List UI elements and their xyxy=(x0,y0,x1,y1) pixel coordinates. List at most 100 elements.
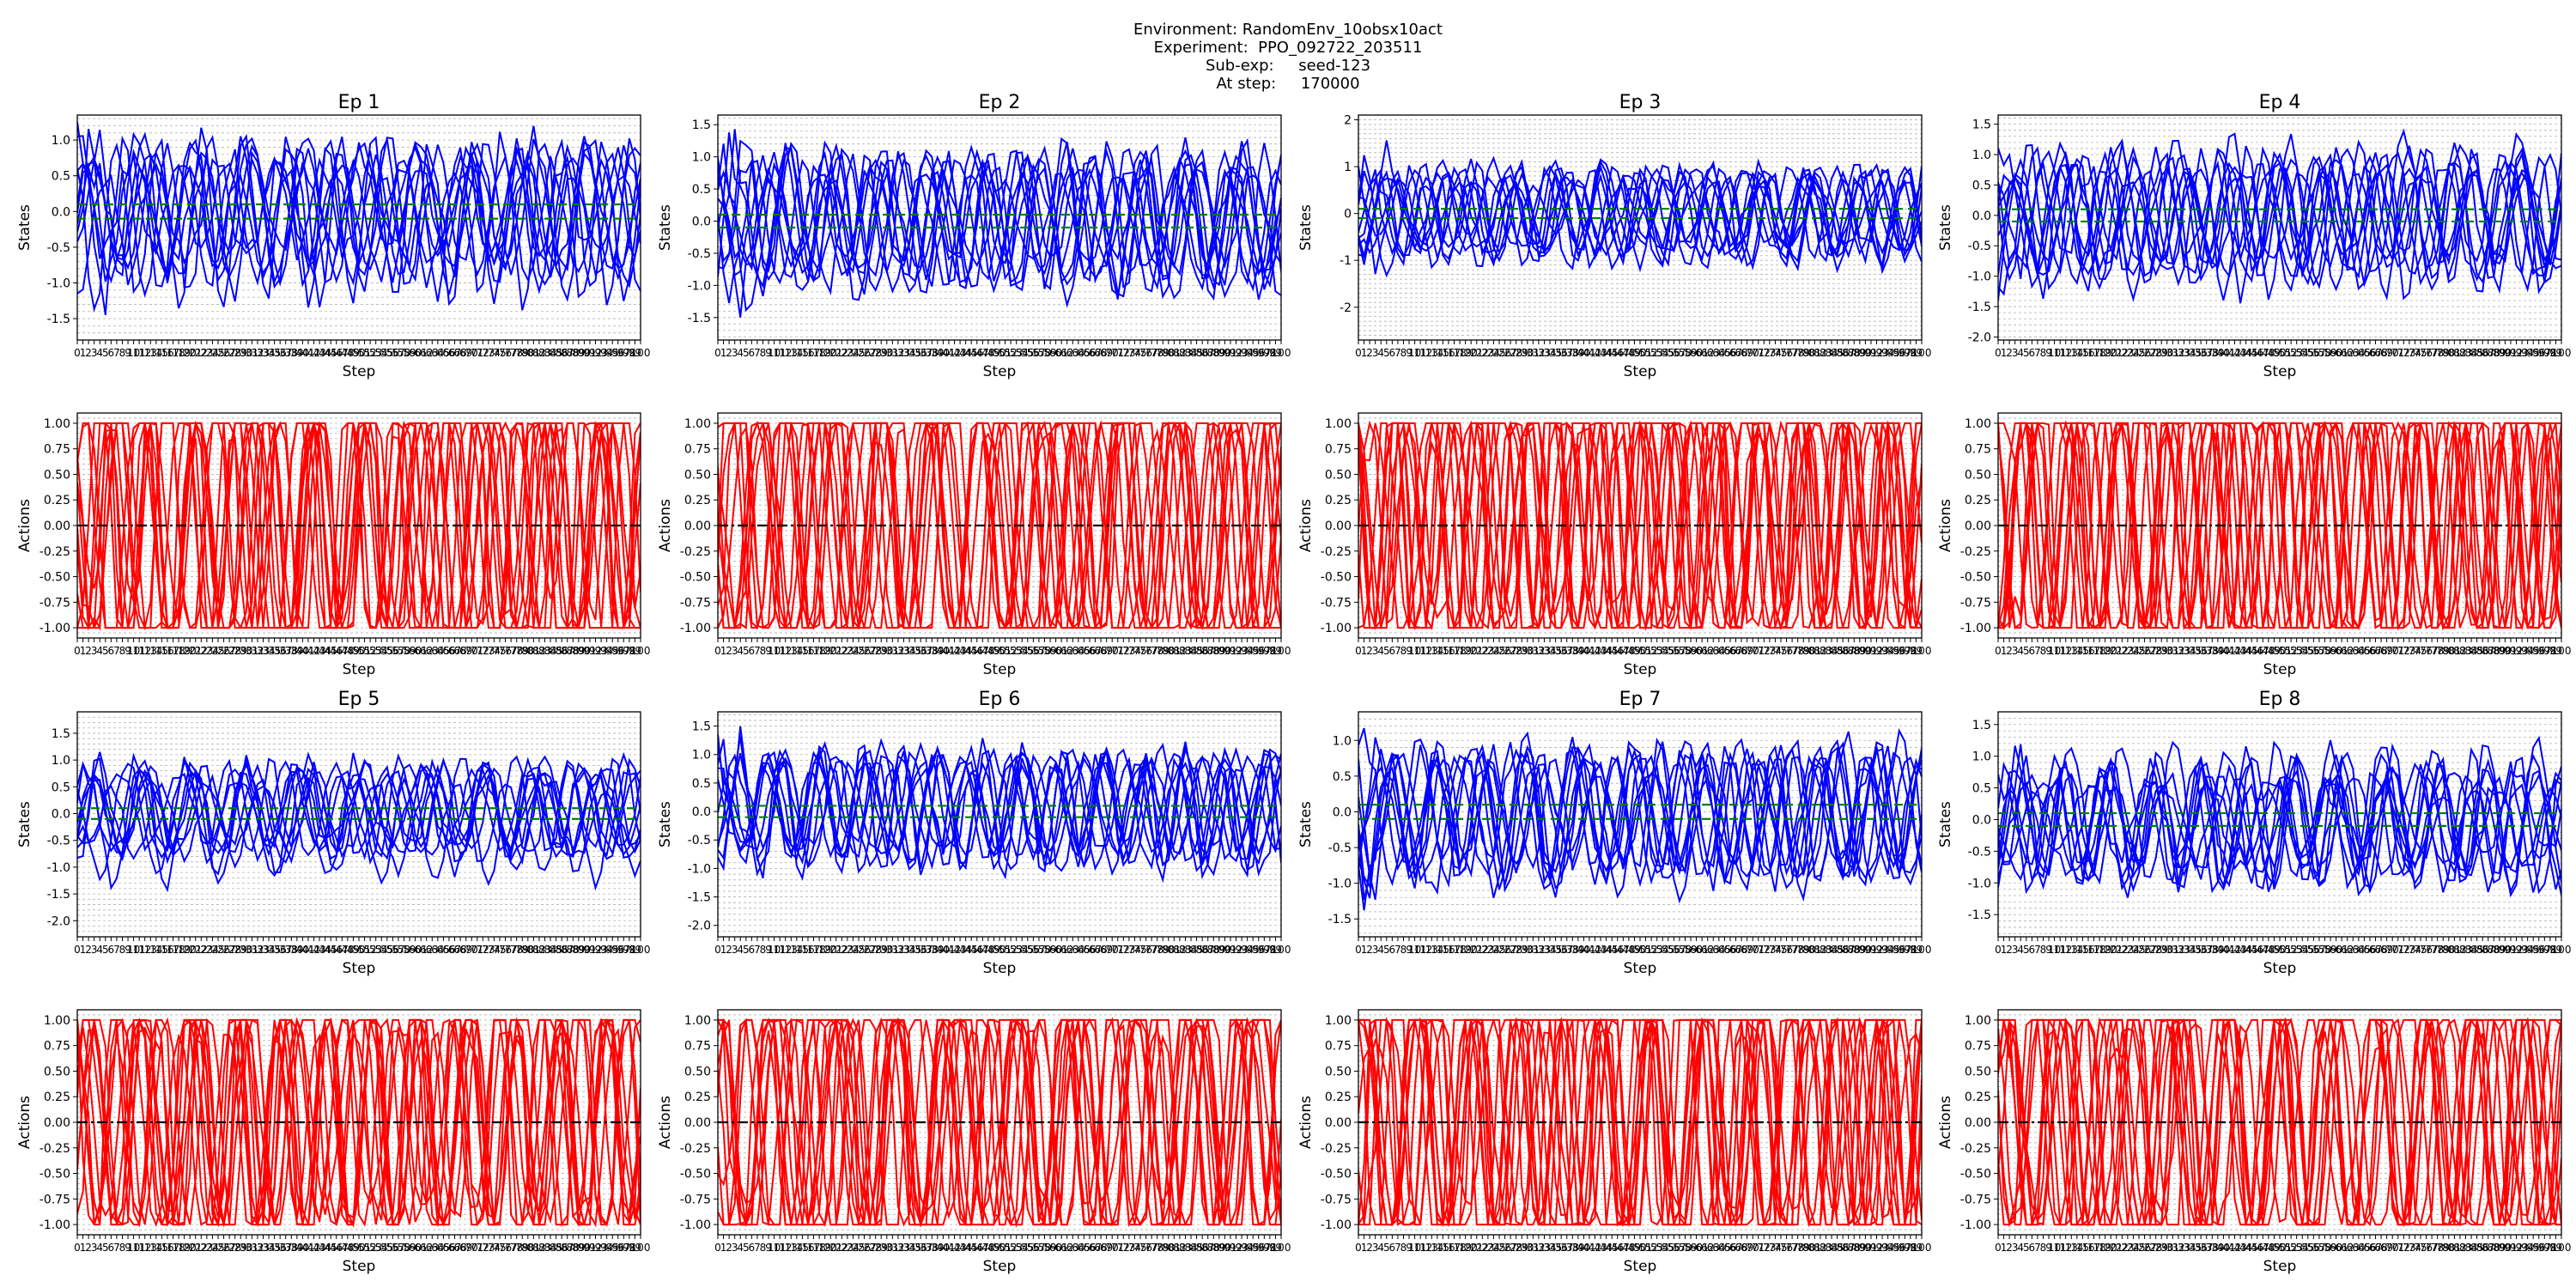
x-tick-label: 16 xyxy=(2081,645,2094,657)
x-tick-label: 99 xyxy=(1269,645,1282,657)
x-tick-label: 97 xyxy=(617,347,630,359)
x-tick-label: 3 xyxy=(732,347,738,359)
x-tick-label: 27 xyxy=(222,347,235,359)
y-axis-label: States xyxy=(657,204,674,251)
x-tick-label: 70 xyxy=(2386,347,2399,359)
x-tick-label: 51 xyxy=(1639,347,1652,359)
x-tick-label: 67 xyxy=(448,347,461,359)
x-tick-label: 17 xyxy=(1448,645,1461,657)
x-tick-label: 40 xyxy=(296,645,309,657)
x-tick-label: 30 xyxy=(1521,645,1534,657)
x-tick-label: 88 xyxy=(2488,347,2500,359)
x-tick-label: 70 xyxy=(1747,645,1759,657)
x-tick-label: 7 xyxy=(113,347,120,359)
x-tick-label: 16 xyxy=(1442,347,1455,359)
y-tick-label: 1.00 xyxy=(684,417,711,431)
x-tick-label: 64 xyxy=(2352,347,2365,359)
x-tick-label: 53 xyxy=(1010,347,1023,359)
x-tick-label: 3 xyxy=(91,347,98,359)
x-tick-label: 57 xyxy=(392,347,404,359)
x-tick-label: 28 xyxy=(869,645,882,657)
x-tick-label: 3 xyxy=(1372,347,1379,359)
x-tick-label: 56 xyxy=(1668,347,1680,359)
x-axis-label: Step xyxy=(2263,960,2297,977)
x-tick-label: 29 xyxy=(234,347,247,359)
y-axis-label: Actions xyxy=(1937,499,1954,552)
x-tick-label: 92 xyxy=(1230,347,1242,359)
x-tick-label: 72 xyxy=(477,347,489,359)
x-tick-label: 80 xyxy=(521,645,534,657)
x-tick-label: 30 xyxy=(880,645,893,657)
y-tick-label: -0.25 xyxy=(1321,545,1352,559)
x-tick-label: 98 xyxy=(1263,645,1276,657)
y-tick-label: 1.5 xyxy=(1972,719,1991,732)
x-tick-label: 79 xyxy=(516,645,529,657)
y-tick-label: -1.0 xyxy=(1968,877,1991,890)
series-line xyxy=(1358,176,1922,259)
x-tick-label: 89 xyxy=(1853,347,1866,359)
x-tick-label: 6 xyxy=(749,347,756,359)
x-tick-label: 0 xyxy=(1995,347,2002,359)
y-tick-label: 1.5 xyxy=(1972,118,1991,132)
x-tick-label: 28 xyxy=(869,347,882,359)
x-tick-label: 99 xyxy=(629,347,641,359)
x-tick-label: 51 xyxy=(999,645,1012,657)
x-tick-label: 5 xyxy=(2023,347,2030,359)
y-tick-label: 0.25 xyxy=(1325,1091,1352,1104)
series-line xyxy=(1998,155,2561,283)
subplot-title: Ep 4 xyxy=(2259,92,2301,113)
x-tick-label: 78 xyxy=(510,347,523,359)
series-line xyxy=(1358,172,1922,260)
x-tick-label: 0 xyxy=(1355,645,1362,657)
x-tick-label: 34 xyxy=(262,645,275,657)
y-tick-label: 0.00 xyxy=(1325,519,1352,533)
x-tick-label: 15 xyxy=(1437,347,1449,359)
x-tick-label: 11 xyxy=(133,645,146,657)
y-tick-label: 0.0 xyxy=(1972,813,1991,827)
x-tick-label: 72 xyxy=(2397,347,2410,359)
x-tick-label: 40 xyxy=(2217,347,2230,359)
x-tick-label: 27 xyxy=(222,645,235,657)
x-tick-label: 4 xyxy=(96,645,103,657)
x-tick-label: 16 xyxy=(2081,347,2094,359)
x-tick-label: 55 xyxy=(1662,645,1674,657)
x-tick-label: 43 xyxy=(2233,347,2246,359)
x-tick-label: 49 xyxy=(2268,347,2281,359)
x-tick-label: 65 xyxy=(1078,645,1091,657)
x-tick-label: 34 xyxy=(1543,347,1556,359)
x-tick-label: 43 xyxy=(1594,347,1607,359)
sub-exp-label: Sub-exp: seed-123 xyxy=(1205,57,1371,75)
y-tick-label: 0.50 xyxy=(1325,468,1352,482)
x-tick-label: 47 xyxy=(1617,347,1630,359)
x-tick-label: 17 xyxy=(2087,347,2100,359)
x-tick-label: 26 xyxy=(2138,347,2151,359)
x-tick-label: 93 xyxy=(594,347,607,359)
x-tick-label: 77 xyxy=(1145,347,1157,359)
y-tick-label: -0.5 xyxy=(688,247,711,261)
x-tick-label: 17 xyxy=(807,645,820,657)
x-tick-label: 86 xyxy=(1837,645,1850,657)
x-tick-label: 0 xyxy=(1355,347,1362,359)
x-tick-label: 1 xyxy=(80,645,87,657)
x-tick-label: 8 xyxy=(1400,645,1407,657)
x-tick-label: 37 xyxy=(2200,347,2213,359)
y-tick-label: 0.0 xyxy=(52,205,70,219)
x-tick-label: 58 xyxy=(1038,347,1051,359)
series-line xyxy=(718,166,1281,276)
x-tick-label: 32 xyxy=(251,645,264,657)
x-tick-label: 14 xyxy=(2070,645,2083,657)
x-tick-label: 10 xyxy=(127,645,140,657)
x-tick-label: 19 xyxy=(1459,347,1472,359)
x-tick-label: 99 xyxy=(2549,347,2562,359)
x-tick-label: 59 xyxy=(403,347,416,359)
x-tick-label: 82 xyxy=(1814,347,1826,359)
x-tick-label: 8 xyxy=(2040,645,2047,657)
x-tick-label: 85 xyxy=(550,645,562,657)
series-line xyxy=(1358,158,1922,273)
y-tick-label: 0.75 xyxy=(684,443,711,457)
y-tick-label: 0.00 xyxy=(44,1116,70,1130)
x-tick-label: 85 xyxy=(550,347,562,359)
x-tick-label: 91 xyxy=(583,347,596,359)
x-tick-label: 82 xyxy=(532,347,545,359)
x-tick-label: 85 xyxy=(2470,347,2483,359)
